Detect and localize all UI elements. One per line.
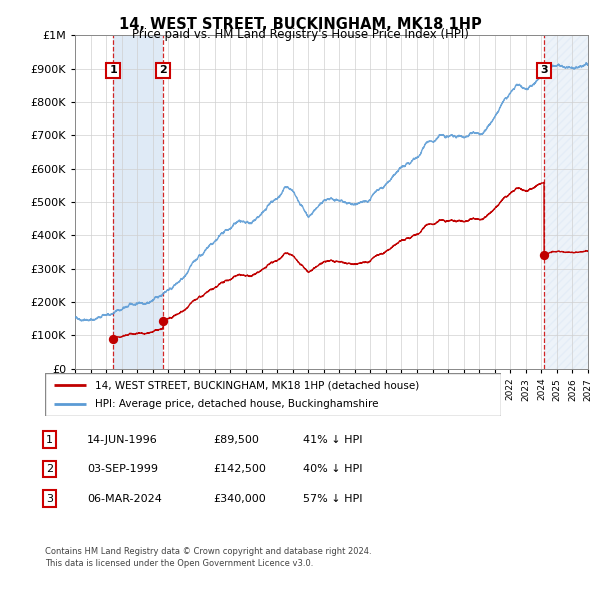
Text: 41% ↓ HPI: 41% ↓ HPI [303,435,362,444]
Text: HPI: Average price, detached house, Buckinghamshire: HPI: Average price, detached house, Buck… [95,399,379,409]
Text: 14, WEST STREET, BUCKINGHAM, MK18 1HP (detached house): 14, WEST STREET, BUCKINGHAM, MK18 1HP (d… [95,381,419,391]
Point [158,316,168,326]
FancyBboxPatch shape [45,373,501,416]
Bar [544,35,588,369]
Text: 1: 1 [46,435,53,444]
Text: £340,000: £340,000 [213,494,266,503]
Text: 57% ↓ HPI: 57% ↓ HPI [303,494,362,503]
Text: 06-MAR-2024: 06-MAR-2024 [87,494,162,503]
Bar [113,35,163,369]
Point [108,334,118,343]
Point [539,251,549,260]
Text: 3: 3 [46,494,53,503]
Text: 1: 1 [109,65,117,76]
Text: £142,500: £142,500 [213,464,266,474]
Text: £89,500: £89,500 [213,435,259,444]
Text: 14, WEST STREET, BUCKINGHAM, MK18 1HP: 14, WEST STREET, BUCKINGHAM, MK18 1HP [119,17,481,31]
Text: 03-SEP-1999: 03-SEP-1999 [87,464,158,474]
Text: 2: 2 [46,464,53,474]
Text: 3: 3 [540,65,548,76]
Text: 14-JUN-1996: 14-JUN-1996 [87,435,158,444]
Text: 2: 2 [159,65,167,76]
Text: Price paid vs. HM Land Registry's House Price Index (HPI): Price paid vs. HM Land Registry's House … [131,28,469,41]
Text: 40% ↓ HPI: 40% ↓ HPI [303,464,362,474]
Text: Contains HM Land Registry data © Crown copyright and database right 2024.
This d: Contains HM Land Registry data © Crown c… [45,547,371,568]
